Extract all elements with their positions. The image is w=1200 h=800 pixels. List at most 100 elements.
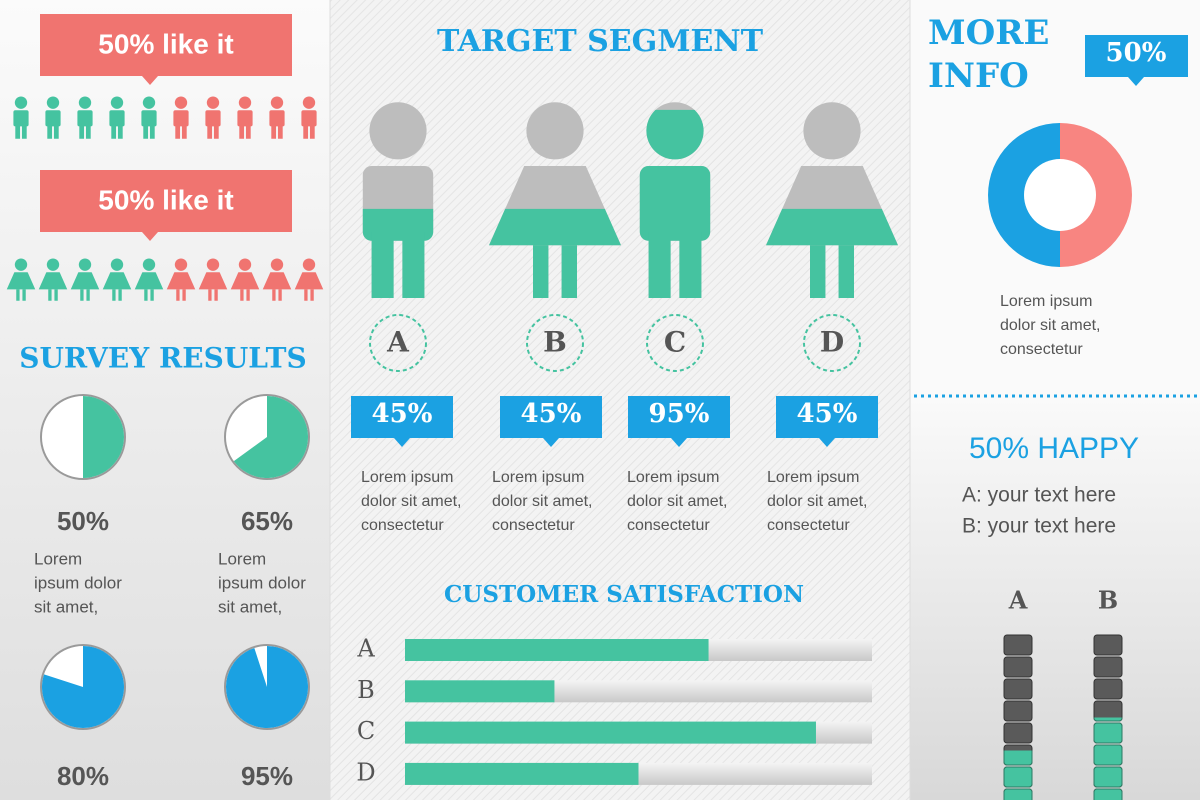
person-head [270, 96, 284, 109]
segment-letter: B [543, 326, 567, 359]
segment-value: 95% [649, 399, 710, 429]
person-leg [21, 124, 27, 139]
person-body [13, 110, 29, 127]
letter-ring [646, 314, 704, 372]
person-head [142, 258, 156, 271]
person-leg [149, 124, 155, 139]
segment-text: dolor sit amet, [767, 493, 867, 510]
person-head [142, 96, 156, 109]
person-leg [213, 124, 219, 139]
segment-text: Lorem ipsum [492, 469, 584, 486]
info-text: consectetur [1000, 341, 1083, 358]
person-body [262, 272, 292, 290]
person-leg [48, 289, 52, 301]
segment-text: consectetur [492, 517, 575, 534]
figure-fill [362, 208, 434, 298]
person-head [302, 258, 316, 271]
person-leg [144, 289, 148, 301]
person-leg [111, 124, 117, 139]
icon-row [13, 96, 317, 139]
section-title: INFO [928, 56, 1029, 96]
person-body [109, 110, 125, 127]
section-title: 50% HAPPY [969, 432, 1139, 465]
donut-hole [1024, 159, 1096, 231]
callout-box [628, 396, 730, 447]
pie-slice [42, 646, 124, 728]
bar-label: D [356, 758, 375, 786]
tube-segment [1093, 788, 1123, 800]
person-body [166, 272, 196, 290]
section-title: MORE [928, 13, 1049, 53]
pie-slice [233, 396, 308, 478]
person-leg [79, 124, 85, 139]
person-leg [533, 245, 549, 298]
person-leg [810, 245, 826, 298]
pie-slice [226, 646, 309, 728]
callout-box [351, 396, 453, 447]
pie-label: 95% [241, 761, 293, 791]
pie-label: 65% [241, 506, 293, 536]
person-body [301, 110, 317, 127]
segment-value: 45% [521, 399, 582, 429]
person-leg [22, 289, 26, 301]
person-leg [112, 289, 116, 301]
bar [405, 639, 709, 661]
person-leg [402, 232, 425, 298]
person-head [302, 96, 316, 109]
person-leg [208, 289, 212, 301]
person-leg [176, 289, 180, 301]
person-leg [54, 289, 58, 301]
letter-ring [369, 314, 427, 372]
section-title: SURVEY RESULTS [19, 342, 306, 375]
segment-text: consectetur [767, 517, 850, 534]
segment-letter: D [820, 326, 844, 359]
person-body [237, 110, 253, 127]
person-leg [310, 289, 314, 301]
person-head [46, 258, 60, 271]
person-leg [143, 124, 149, 139]
person-leg [15, 124, 21, 139]
person-head [526, 102, 584, 160]
person-body [77, 110, 93, 127]
person-leg [246, 289, 250, 301]
callout-box [500, 396, 602, 447]
segment-text: Lorem ipsum [361, 469, 453, 486]
person-head [206, 96, 220, 109]
person-body [38, 272, 68, 290]
callout-text: 50% [1106, 38, 1167, 68]
segment-text: dolor sit amet, [627, 493, 727, 510]
person-leg [245, 124, 251, 139]
bar-label: A [356, 635, 375, 663]
segment-letter: A [386, 326, 410, 359]
pie-text: ipsum dolor [218, 573, 306, 592]
person-leg [838, 245, 854, 298]
person-body [141, 110, 157, 127]
bar [405, 680, 555, 703]
person-leg [561, 245, 577, 298]
figure-fill [766, 208, 898, 298]
tube-segment [1093, 656, 1123, 678]
tube-segment [1093, 744, 1123, 766]
happy-text: A: your text here [962, 484, 1116, 507]
person-body [198, 272, 228, 290]
tube-segment [1093, 717, 1123, 722]
person-head [174, 96, 188, 109]
person-leg [271, 124, 277, 139]
person-leg [117, 124, 123, 139]
person-body [230, 272, 260, 290]
person-leg [16, 289, 20, 301]
info-text: Lorem ipsum [1000, 293, 1092, 310]
person-leg [648, 232, 671, 298]
person-head [110, 258, 124, 271]
person-leg [272, 289, 276, 301]
pie-text: ipsum dolor [34, 573, 122, 592]
callout-box [1085, 35, 1188, 86]
tube-segment [1093, 678, 1123, 700]
person-head [270, 258, 284, 271]
person-leg [240, 289, 244, 301]
pie-slice [83, 396, 125, 478]
person-leg [80, 289, 84, 301]
letter-ring [526, 314, 584, 372]
person-head [174, 258, 188, 271]
